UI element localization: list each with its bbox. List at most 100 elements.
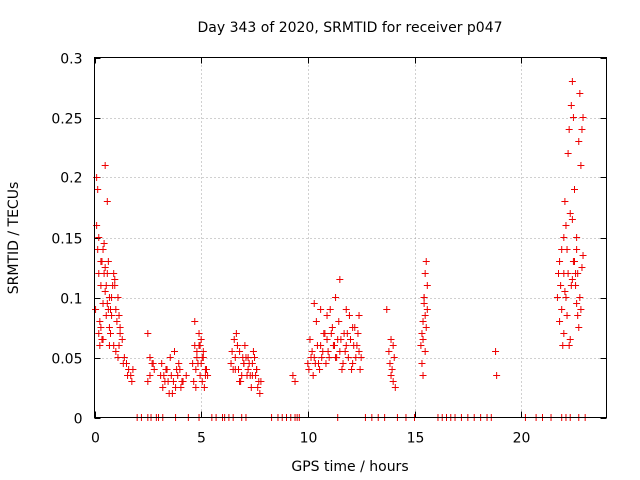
- data-point: [350, 342, 358, 349]
- data-point: [198, 378, 206, 385]
- data-point: [316, 366, 324, 373]
- data-point: [563, 312, 571, 319]
- data-point: [232, 330, 240, 337]
- x-tick-label: 20: [513, 431, 531, 447]
- x-tick-label: 0: [91, 431, 100, 447]
- data-point: [197, 336, 205, 343]
- data-point: [305, 366, 313, 373]
- data-point: [175, 360, 183, 367]
- data-point: [150, 366, 158, 373]
- data-point: [560, 234, 568, 241]
- data-point: [389, 378, 397, 385]
- plot-frame: [94, 57, 607, 418]
- data-point: [310, 300, 318, 307]
- data-point: [105, 342, 113, 349]
- chart-title: Day 343 of 2020, SRMTID for receiver p04…: [197, 20, 502, 36]
- data-point: [341, 348, 349, 355]
- data-point: [101, 162, 109, 169]
- data-point: [317, 306, 325, 313]
- data-point: [347, 336, 354, 343]
- data-point: [572, 270, 580, 277]
- data-point: [307, 354, 315, 361]
- data-point: [558, 246, 566, 253]
- y-tick-label: 0.15: [51, 232, 82, 248]
- data-point: [567, 102, 575, 109]
- data-point: [192, 366, 200, 373]
- data-point: [95, 330, 103, 337]
- data-point: [124, 372, 132, 379]
- data-point: [190, 378, 198, 385]
- data-point: [553, 294, 561, 301]
- data-point: [99, 246, 107, 253]
- y-tick-label: 0.05: [51, 352, 82, 368]
- data-point: [383, 306, 391, 313]
- data-point: [324, 348, 332, 355]
- data-point: [116, 324, 124, 331]
- data-point: [107, 330, 114, 337]
- data-point: [568, 276, 576, 283]
- data-point: [103, 198, 111, 205]
- x-tick-label: 15: [407, 431, 425, 447]
- data-point: [419, 318, 427, 325]
- data-point: [422, 258, 430, 265]
- data-point: [105, 324, 113, 331]
- data-point: [240, 360, 248, 367]
- grid-lines: [94, 57, 607, 418]
- data-point: [576, 90, 584, 97]
- data-point: [200, 384, 208, 391]
- data-point: [344, 354, 352, 361]
- data-point: [342, 342, 350, 349]
- data-point: [249, 348, 257, 355]
- data-point: [560, 270, 568, 277]
- y-tick-label: 0: [74, 412, 83, 428]
- data-point: [331, 342, 338, 349]
- data-point: [356, 366, 364, 373]
- y-axis-label: SRMTID / TECUs: [6, 182, 22, 295]
- data-point: [251, 354, 258, 361]
- data-point: [387, 372, 395, 379]
- data-point: [118, 336, 126, 343]
- data-point: [231, 366, 239, 373]
- data-point: [328, 324, 336, 331]
- data-point: [558, 306, 566, 313]
- data-point: [231, 354, 239, 361]
- data-point: [103, 300, 111, 307]
- data-point: [116, 330, 124, 337]
- data-point: [579, 114, 587, 121]
- data-point: [201, 372, 209, 379]
- data-point: [332, 294, 340, 301]
- data-point: [228, 348, 236, 355]
- data-point: [419, 336, 427, 343]
- data-point: [236, 348, 244, 355]
- data-point: [339, 360, 347, 367]
- data-point: [423, 282, 431, 289]
- data-point: [573, 300, 581, 307]
- data-point: [326, 306, 334, 313]
- data-point: [115, 342, 123, 349]
- data-point: [203, 366, 210, 373]
- data-point: [230, 336, 238, 343]
- data-point: [244, 366, 252, 373]
- data-point: [174, 372, 182, 379]
- data-point: [114, 294, 122, 301]
- data-point: [493, 372, 501, 379]
- data-point: [94, 186, 102, 193]
- data-point: [338, 366, 346, 373]
- data-point: [158, 360, 166, 367]
- data-point: [565, 342, 573, 349]
- data-point: [95, 234, 103, 241]
- data-point: [191, 318, 199, 325]
- data-point: [578, 126, 586, 133]
- data-point: [574, 312, 582, 319]
- data-point: [177, 384, 185, 391]
- data-point: [313, 342, 321, 349]
- data-point: [492, 348, 500, 355]
- data-point: [103, 270, 111, 277]
- data-point: [171, 348, 178, 355]
- data-point: [115, 312, 123, 319]
- data-point: [322, 360, 330, 367]
- data-point: [193, 348, 201, 355]
- data-point: [561, 288, 569, 295]
- data-point: [420, 300, 428, 307]
